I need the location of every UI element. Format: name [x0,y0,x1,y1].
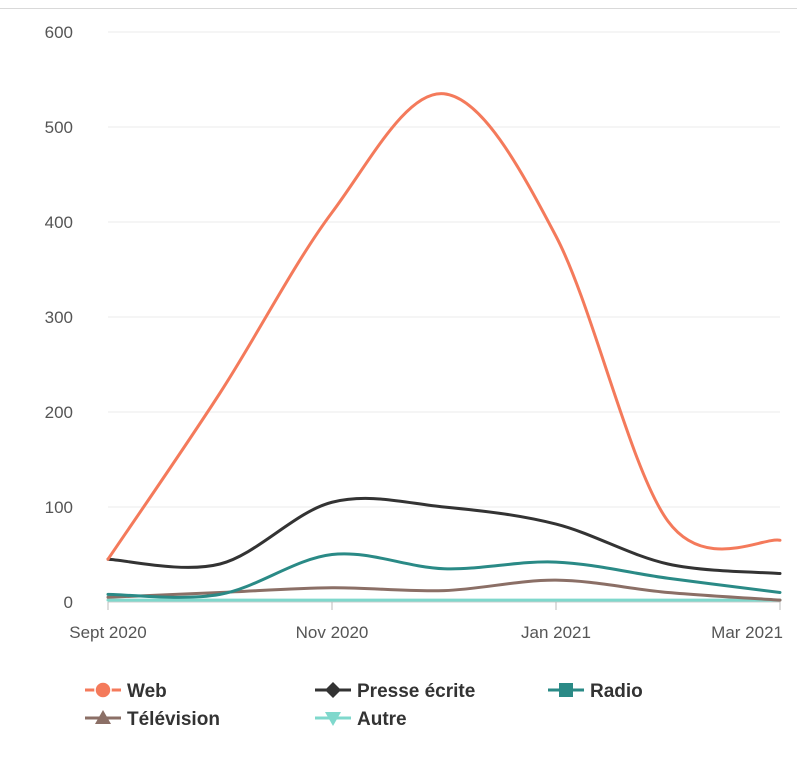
y-tick-label: 200 [45,403,73,422]
series-line-web[interactable] [108,94,780,560]
legend-label: Autre [357,709,407,730]
legend-label: Presse écrite [357,681,475,702]
legend-label: Télévision [127,709,220,730]
circle-marker-icon [95,682,111,698]
legend[interactable]: Web Presse écrite Radio Télévision Autre [85,681,643,730]
grid-layer [108,32,780,602]
top-border [0,8,797,9]
y-tick-label: 100 [45,498,73,517]
legend-item-t-l-vision[interactable]: Télévision [85,709,220,730]
diamond-marker-icon [325,682,341,698]
y-tick-label: 600 [45,23,73,42]
legend-item-autre[interactable]: Autre [315,709,407,730]
series-layer [108,94,780,601]
x-tick-label: Sept 2020 [69,623,147,642]
legend-item-web[interactable]: Web [85,681,167,702]
y-tick-label: 300 [45,308,73,327]
legend-label: Radio [590,681,643,702]
x-tick-label: Nov 2020 [296,623,369,642]
x-tick-label: Mar 2021 [711,623,783,642]
square-marker-icon [559,683,573,697]
y-tick-label: 400 [45,213,73,232]
y-tick-label: 500 [45,118,73,137]
legend-item-presse-crite[interactable]: Presse écrite [315,681,475,702]
legend-item-radio[interactable]: Radio [548,681,643,702]
series-line-presse-crite[interactable] [108,498,780,573]
legend-label: Web [127,681,167,702]
x-tick-label: Jan 2021 [521,623,591,642]
axis-layer: 0 100 200 300 400 500 600 Sept 2020 Nov 2020 Jan … [45,23,783,642]
y-tick-label: 0 [64,593,73,612]
